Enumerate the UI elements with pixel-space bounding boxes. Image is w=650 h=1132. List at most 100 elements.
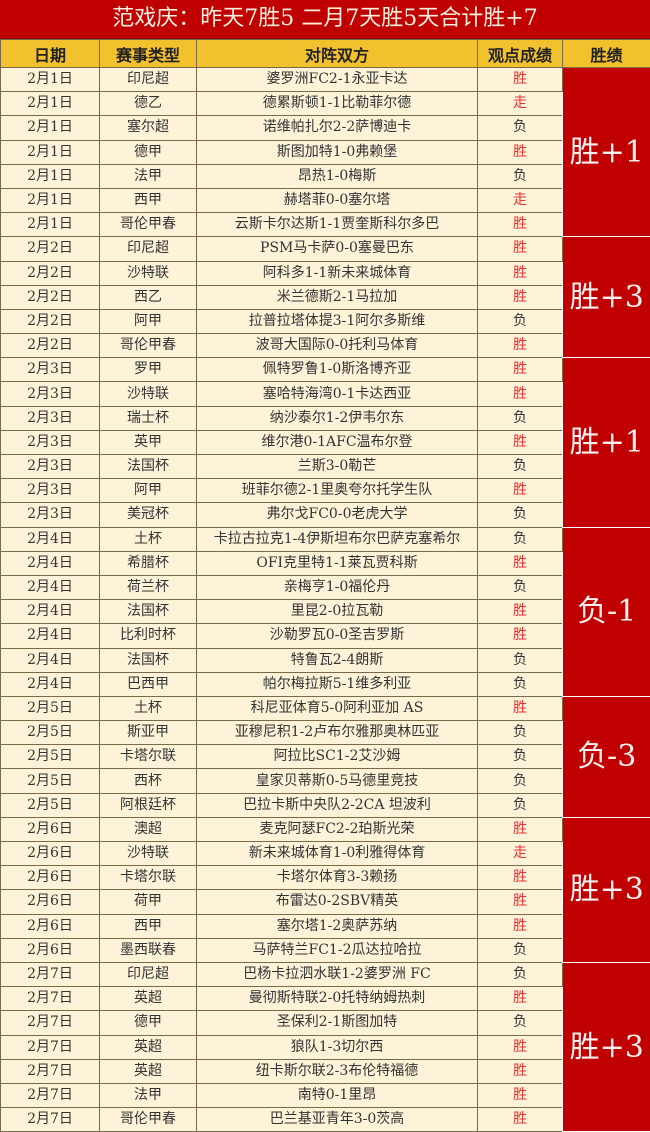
header-competition: 赛事类型 bbox=[99, 39, 197, 68]
match-cell: 维尔港0-1AFC温布尔登 bbox=[196, 429, 478, 456]
result-cell: 胜 bbox=[477, 381, 563, 407]
match-cell: 诺维帕扎尔2-2萨博迪卡 bbox=[196, 115, 478, 141]
date-cell: 2月5日 bbox=[0, 792, 100, 818]
date-cell: 2月2日 bbox=[0, 308, 100, 335]
table-row: 2月4日 法国杯 特鲁瓦2-4朗斯负 bbox=[0, 647, 650, 673]
result-cell: 负 bbox=[477, 405, 563, 431]
table-row: 2月2日 沙特联 阿科多1-1新未来城体育胜 bbox=[0, 260, 650, 286]
date-cell: 2月7日 bbox=[0, 986, 100, 1012]
competition-cell: 西甲 bbox=[99, 187, 197, 214]
table-row: 2月5日 阿根廷杯 巴拉卡斯中央队2-2CA 坦波利负 bbox=[0, 792, 650, 818]
table-row: 2月5日 西杯 皇家贝蒂斯0-5马德里竞技负 bbox=[0, 768, 650, 794]
date-cell: 2月1日 bbox=[0, 66, 100, 93]
competition-cell: 土杯 bbox=[99, 526, 197, 552]
date-cell: 2月2日 bbox=[0, 236, 100, 262]
date-cell: 2月2日 bbox=[0, 333, 100, 359]
result-cell: 负 bbox=[477, 502, 563, 528]
day-summary-cell: 胜+3 bbox=[562, 236, 650, 359]
competition-cell: 德乙 bbox=[99, 91, 197, 117]
table-row: 2月1日 西甲 赫塔菲0-0塞尔塔走 bbox=[0, 187, 650, 214]
table-row: 2月3日 阿甲 班菲尔德2-1里奥夸尔托学生队胜 bbox=[0, 478, 650, 504]
table-row: 2月7日 哥伦甲春 巴兰基亚青年3-0茨高胜 bbox=[0, 1107, 650, 1132]
competition-cell: 英超 bbox=[99, 1034, 197, 1060]
result-cell: 胜 bbox=[477, 284, 563, 310]
table-row: 2月2日 西乙 米兰德斯2-1马拉加胜 bbox=[0, 284, 650, 310]
competition-cell: 塞尔超 bbox=[99, 115, 197, 141]
table-row: 2月4日 土杯 卡拉古拉克1-4伊斯坦布尔巴萨克塞希尔负负-1 bbox=[0, 526, 650, 697]
date-cell: 2月1日 bbox=[0, 115, 100, 141]
competition-cell: 哥伦甲春 bbox=[99, 1107, 197, 1132]
header-match: 对阵双方 bbox=[196, 39, 478, 68]
result-cell: 负 bbox=[477, 574, 563, 601]
match-cell: 纳沙泰尔1-2伊韦尔东 bbox=[196, 405, 478, 431]
result-cell: 走 bbox=[477, 840, 563, 867]
day-summary-cell: 胜+3 bbox=[562, 816, 650, 963]
date-cell: 2月7日 bbox=[0, 1058, 100, 1084]
date-cell: 2月4日 bbox=[0, 623, 100, 649]
result-cell: 负 bbox=[477, 647, 563, 673]
date-cell: 2月6日 bbox=[0, 816, 100, 843]
table-row: 2月6日 西甲 塞尔塔1-2奥萨苏纳胜 bbox=[0, 913, 650, 939]
date-cell: 2月7日 bbox=[0, 1082, 100, 1109]
competition-cell: 法甲 bbox=[99, 1082, 197, 1109]
table-row: 2月7日 英超 曼彻斯特联2-0托特纳姆热刺胜 bbox=[0, 986, 650, 1012]
result-cell: 胜 bbox=[477, 889, 563, 915]
competition-cell: 英超 bbox=[99, 986, 197, 1012]
table-row: 2月2日 阿甲 拉普拉塔体提3-1阿尔多斯维负 bbox=[0, 308, 650, 335]
result-cell: 胜 bbox=[477, 986, 563, 1012]
match-cell: 新未来城体育1-0利雅得体育 bbox=[196, 840, 478, 867]
result-cell: 胜 bbox=[477, 1082, 563, 1109]
competition-cell: 荷兰杯 bbox=[99, 574, 197, 601]
date-cell: 2月3日 bbox=[0, 502, 100, 528]
competition-cell: 美冠杯 bbox=[99, 502, 197, 528]
competition-cell: 墨西联春 bbox=[99, 937, 197, 963]
competition-cell: 比利时杯 bbox=[99, 623, 197, 649]
match-cell: 卡塔尔体育3-3赖扬 bbox=[196, 865, 478, 891]
header-summary: 胜绩 bbox=[562, 39, 650, 68]
table-row: 2月1日 法甲 昂热1-0梅斯负 bbox=[0, 163, 650, 189]
competition-cell: 卡塔尔联 bbox=[99, 744, 197, 770]
competition-cell: 土杯 bbox=[99, 695, 197, 722]
date-cell: 2月6日 bbox=[0, 889, 100, 915]
result-cell: 胜 bbox=[477, 333, 563, 359]
match-cell: 纽卡斯尔联2-3布伦特福德 bbox=[196, 1058, 478, 1084]
date-cell: 2月5日 bbox=[0, 695, 100, 722]
table-row: 2月2日 印尼超 PSM马卡萨0-0塞曼巴东胜胜+3 bbox=[0, 236, 650, 359]
match-cell: 沙勒罗瓦0-0圣吉罗斯 bbox=[196, 623, 478, 649]
date-cell: 2月4日 bbox=[0, 526, 100, 552]
table-row: 2月3日 罗甲 佩特罗鲁1-0斯洛博齐亚胜胜+1 bbox=[0, 357, 650, 528]
table-row: 2月7日 法甲 南特0-1里昂胜 bbox=[0, 1082, 650, 1109]
competition-cell: 哥伦甲春 bbox=[99, 212, 197, 238]
match-cell: 帕尔梅拉斯5-1维多利亚 bbox=[196, 671, 478, 697]
competition-cell: 阿甲 bbox=[99, 478, 197, 504]
table-row: 2月6日 沙特联 新未来城体育1-0利雅得体育走 bbox=[0, 840, 650, 867]
table-row: 2月1日 德甲 斯图加特1-0弗赖堡胜 bbox=[0, 139, 650, 165]
day-summary-cell: 负-3 bbox=[562, 695, 650, 818]
date-cell: 2月5日 bbox=[0, 720, 100, 746]
result-cell: 胜 bbox=[477, 478, 563, 504]
competition-cell: 德甲 bbox=[99, 139, 197, 165]
result-cell: 胜 bbox=[477, 623, 563, 649]
date-cell: 2月4日 bbox=[0, 671, 100, 697]
competition-cell: 法国杯 bbox=[99, 599, 197, 625]
table-row: 2月5日 卡塔尔联 阿拉比SC1-2艾沙姆负 bbox=[0, 744, 650, 770]
header-date: 日期 bbox=[0, 39, 100, 68]
competition-cell: 英超 bbox=[99, 1058, 197, 1084]
results-table: 日期 赛事类型 对阵双方 观点成绩 胜绩 2月1日 印尼超 婆罗洲FC2-1永亚卡达… bbox=[0, 39, 650, 1132]
competition-cell: 罗甲 bbox=[99, 357, 197, 383]
date-cell: 2月6日 bbox=[0, 840, 100, 867]
match-cell: 兰斯3-0勒芒 bbox=[196, 453, 478, 480]
date-cell: 2月6日 bbox=[0, 937, 100, 963]
competition-cell: 法甲 bbox=[99, 163, 197, 189]
match-cell: 曼彻斯特联2-0托特纳姆热刺 bbox=[196, 986, 478, 1012]
match-cell: 巴兰基亚青年3-0茨高 bbox=[196, 1107, 478, 1132]
result-cell: 胜 bbox=[477, 260, 563, 286]
match-cell: 班菲尔德2-1里奥夸尔托学生队 bbox=[196, 478, 478, 504]
table-row: 2月3日 沙特联 塞哈特海湾0-1卡达西亚胜 bbox=[0, 381, 650, 407]
match-cell: 皇家贝蒂斯0-5马德里竞技 bbox=[196, 768, 478, 794]
result-cell: 负 bbox=[477, 792, 563, 818]
competition-cell: 巴西甲 bbox=[99, 671, 197, 697]
result-cell: 胜 bbox=[477, 913, 563, 939]
table-row: 2月1日 印尼超 婆罗洲FC2-1永亚卡达胜胜+1 bbox=[0, 66, 650, 238]
match-cell: 婆罗洲FC2-1永亚卡达 bbox=[196, 66, 478, 93]
